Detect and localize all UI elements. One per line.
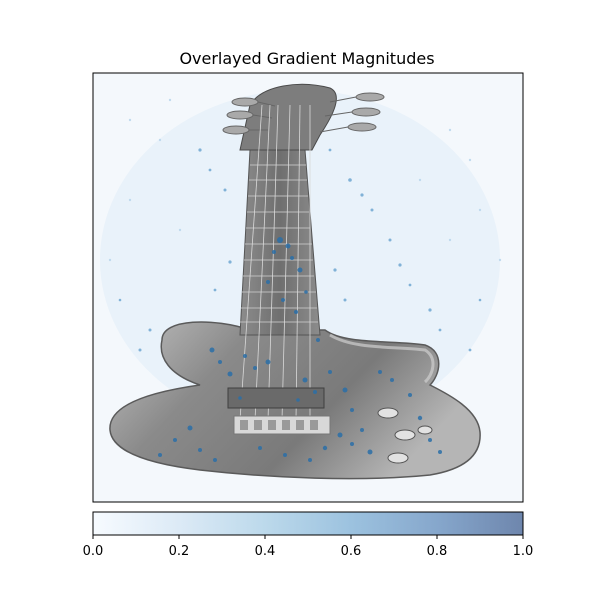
colorbar-tick-label: 0.0 xyxy=(83,544,104,559)
guitar-headstock xyxy=(239,83,337,151)
control-knobs xyxy=(377,407,433,464)
overlay-image xyxy=(100,83,502,480)
colorbar: 0.0 0.2 0.4 0.6 0.8 1.0 xyxy=(83,511,534,559)
strings xyxy=(239,104,311,421)
main-axes xyxy=(92,72,524,503)
colorbar-ticks: 0.0 0.2 0.4 0.6 0.8 1.0 xyxy=(83,535,534,559)
frets xyxy=(240,164,318,323)
axes-frame xyxy=(92,72,524,503)
gradient-speckles xyxy=(108,98,502,462)
colorbar-tick-label: 0.6 xyxy=(341,544,362,559)
body-binding xyxy=(329,333,435,384)
colorbar-tick-label: 0.2 xyxy=(169,544,190,559)
colorbar-tick-label: 0.4 xyxy=(255,544,276,559)
chart-title: Overlayed Gradient Magnitudes xyxy=(179,49,434,68)
colorbar-tick-label: 1.0 xyxy=(513,544,534,559)
colorbar-tick-label: 0.8 xyxy=(427,544,448,559)
colorbar-frame xyxy=(92,511,524,536)
tuning-pegs xyxy=(222,92,385,135)
colorbar-gradient xyxy=(93,512,523,535)
pickups xyxy=(227,387,331,435)
